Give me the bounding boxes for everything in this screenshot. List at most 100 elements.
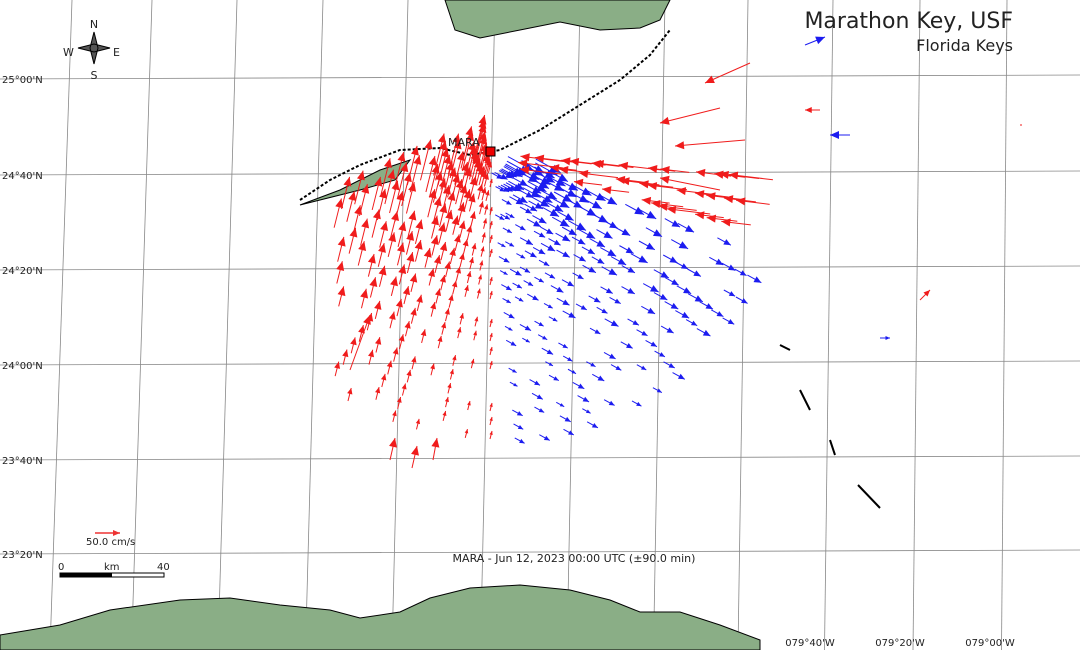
current-vector-head	[455, 179, 464, 189]
current-vector-head	[548, 362, 553, 366]
current-vector-head	[410, 145, 419, 156]
current-vector-head	[508, 327, 513, 331]
current-vector-head	[728, 171, 739, 180]
current-vector-head	[684, 225, 695, 233]
current-vector-head	[585, 409, 591, 414]
current-vector-head	[549, 273, 556, 279]
lon-line	[391, 0, 409, 650]
current-vector-head	[552, 317, 558, 322]
current-vector-head	[578, 255, 586, 262]
lon-line	[824, 0, 834, 650]
vector-scale-label: 50.0 cm/s	[86, 537, 135, 548]
current-vector-head	[538, 322, 544, 327]
current-vector-head	[714, 170, 724, 179]
current-vector-head	[529, 205, 538, 212]
distance-scale-fill	[60, 573, 112, 577]
current-vector-head	[536, 394, 543, 400]
current-vector-head	[481, 232, 486, 238]
current-vector-head	[343, 176, 352, 187]
current-vector-head	[587, 248, 595, 255]
current-vector-head	[489, 235, 493, 240]
current-vector-head	[621, 228, 631, 236]
current-vector-head	[438, 222, 446, 233]
current-vector-head	[361, 184, 370, 194]
lon-label: 079°40'W	[785, 638, 835, 649]
current-vector-head	[577, 238, 586, 245]
current-vector-head	[368, 349, 375, 358]
current-vector-head	[670, 302, 679, 310]
current-vector-head	[693, 270, 701, 277]
current-vector-head	[715, 258, 724, 265]
current-vector-head	[645, 242, 655, 250]
current-vector-head	[581, 187, 592, 196]
current-vector-head	[489, 277, 493, 282]
current-vector-head	[397, 152, 406, 162]
current-vector-head	[597, 375, 605, 381]
current-vector-head	[524, 325, 532, 331]
current-vector-head	[386, 360, 393, 368]
current-vector-head	[451, 280, 458, 288]
current-vector-head	[506, 200, 512, 205]
current-vector	[659, 107, 721, 124]
current-vector-head	[501, 243, 506, 247]
current-vector-head	[594, 329, 601, 334]
current-vector-head	[363, 315, 371, 325]
current-vector-head	[469, 257, 474, 264]
current-vector-head	[571, 370, 577, 374]
current-vector-head	[805, 106, 812, 114]
current-vector-head	[398, 334, 405, 342]
current-vector-head	[1021, 124, 1022, 126]
current-vector-head	[342, 349, 349, 358]
current-vector-head	[660, 271, 669, 278]
cuba-land	[0, 584, 761, 650]
current-vector-head	[590, 362, 596, 367]
current-vector-head	[553, 376, 559, 381]
current-vector-head	[716, 311, 724, 317]
current-vector-head	[415, 219, 424, 230]
current-vector-head	[695, 211, 705, 220]
current-vector-head	[396, 242, 405, 253]
current-vector-head	[719, 170, 729, 179]
current-vector-head	[617, 258, 627, 265]
current-vector-head	[500, 173, 508, 180]
current-vector-head	[605, 287, 613, 294]
current-vector-head	[517, 424, 524, 430]
current-vector-head	[678, 241, 689, 249]
lon-line	[217, 0, 238, 650]
lon-line	[480, 0, 496, 650]
current-vector-head	[434, 288, 442, 297]
current-vector-head	[431, 163, 440, 174]
current-vector-head	[650, 341, 657, 347]
current-vector-head	[677, 373, 685, 380]
current-vector-head	[489, 347, 493, 352]
current-vector-head	[568, 430, 574, 435]
current-vector-head	[702, 329, 711, 337]
current-vector-head	[690, 320, 698, 326]
keys-land	[299, 159, 412, 206]
current-vector-head	[410, 307, 417, 316]
current-vector-head	[634, 206, 645, 215]
current-vector-head	[452, 355, 457, 361]
current-vector-head	[398, 221, 407, 232]
lon-line	[737, 0, 749, 650]
current-vector-head	[608, 400, 615, 406]
current-vector-head	[411, 356, 417, 363]
current-vector-head	[452, 133, 461, 144]
current-vector-head	[423, 248, 432, 258]
current-vector-head	[474, 316, 479, 322]
current-vector-head	[496, 174, 503, 179]
current-vector-head	[598, 214, 608, 223]
current-field	[333, 36, 1022, 469]
current-vector-head	[375, 337, 382, 345]
current-vector-head	[380, 221, 389, 231]
current-vector-head	[505, 285, 512, 291]
current-vector-head	[482, 218, 488, 224]
current-vector-head	[478, 201, 484, 208]
current-vector-head	[452, 173, 461, 184]
station-marker	[485, 146, 496, 157]
current-vector-head	[562, 251, 570, 258]
current-vector-head	[378, 265, 387, 276]
current-vector-head	[534, 154, 545, 163]
current-vector-head	[392, 410, 397, 417]
